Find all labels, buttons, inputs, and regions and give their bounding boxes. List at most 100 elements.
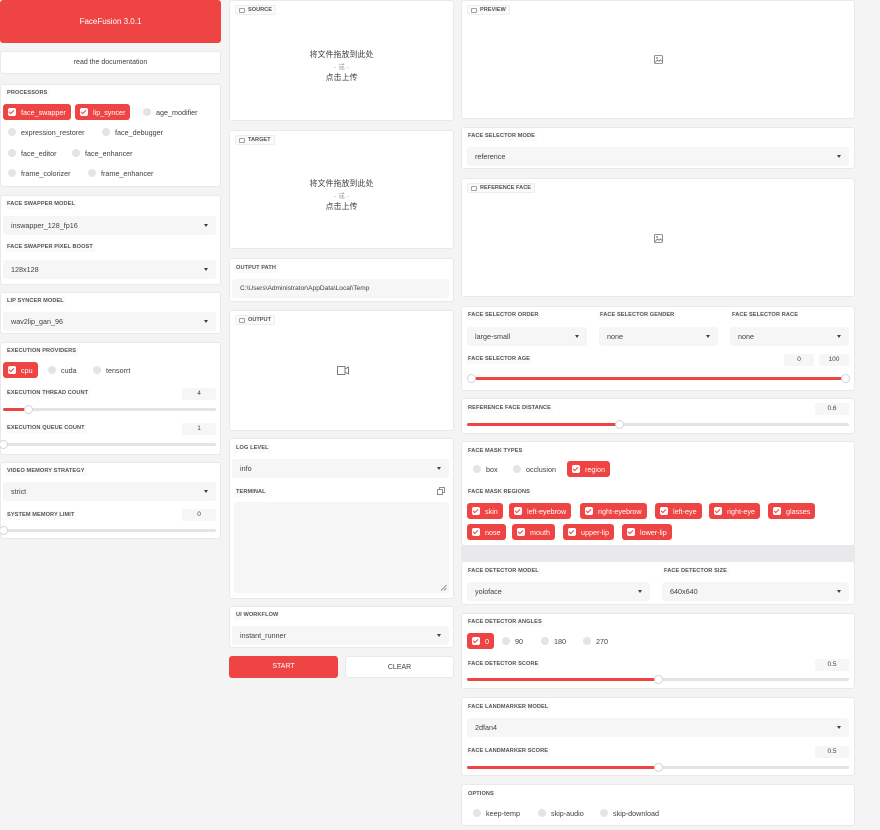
processor-frame-colorizer[interactable]: frame_colorizer (3, 165, 76, 181)
clear-button[interactable]: CLEAR (345, 656, 454, 678)
output-path-panel: OUTPUT PATH C:\Users\Administrator\AppDa… (229, 258, 454, 302)
start-button[interactable]: START (229, 656, 338, 678)
mask-type-occlusion[interactable]: occlusion (508, 461, 561, 477)
mask-region-mouth[interactable]: mouth (512, 524, 555, 540)
processor-face-debugger[interactable]: face_debugger (97, 124, 168, 140)
workflow-select[interactable]: instant_runner (232, 626, 449, 645)
processor-lip-syncer[interactable]: lip_syncer (75, 104, 131, 120)
face-detector-model-select[interactable]: yoloface (467, 582, 650, 601)
slider-fill (467, 766, 658, 769)
slider-thumb-min[interactable] (466, 373, 476, 383)
slider-thumb[interactable] (653, 762, 663, 772)
mask-type-box[interactable]: box (468, 461, 503, 477)
chevron-down-icon (437, 634, 441, 637)
processor-expression-restorer[interactable]: expression_restorer (3, 124, 90, 140)
face-swapper-model-select[interactable]: inswapper_128_fp16 (3, 216, 216, 235)
processor-face-swapper[interactable]: face_swapper (3, 104, 71, 120)
mask-region-upper-lip[interactable]: upper-lip (563, 524, 614, 540)
checkbox-label: 0 (485, 636, 489, 646)
queue-count-slider[interactable] (0, 439, 216, 449)
face-swapper-boost-select[interactable]: 128x128 (3, 260, 216, 279)
detector-angle-0[interactable]: 0 (467, 633, 494, 649)
output-path-input[interactable]: C:\Users\Administrator\AppData\Local\Tem… (232, 279, 449, 298)
face-landmarker-model-select[interactable]: 2dfan4 (467, 718, 849, 737)
docs-link-button[interactable]: read the documentation (0, 51, 221, 74)
terminal-output[interactable] (234, 502, 449, 593)
memory-strategy-select[interactable]: strict (3, 482, 216, 501)
drop-text: 将文件拖放到此处 (309, 179, 374, 188)
option-keep-temp[interactable]: keep-temp (468, 805, 525, 821)
processor-face-editor[interactable]: face_editor (3, 145, 62, 161)
queue-count-input[interactable]: 1 (182, 423, 216, 435)
processors-panel: PROCESSORS face_swapper lip_syncer age_m… (0, 84, 221, 187)
or-text: - 或 - (334, 193, 349, 200)
mask-region-left-eyebrow[interactable]: left-eyebrow (509, 503, 572, 519)
checkbox-icon (660, 507, 668, 515)
option-skip-download[interactable]: skip-download (595, 805, 664, 821)
source-tag: SOURCE (235, 5, 276, 15)
slider-thumb[interactable] (615, 419, 625, 429)
target-upload[interactable]: TARGET 将文件拖放到此处 - 或 - 点击上传 (229, 130, 454, 249)
provider-tensorrt[interactable]: tensorrt (88, 362, 135, 378)
select-value: none (738, 332, 754, 341)
mask-type-region[interactable]: region (567, 461, 610, 477)
face-selector-gender-select[interactable]: none (599, 327, 718, 346)
face-selector-age-label: FACE SELECTOR AGE (466, 355, 532, 364)
mask-region-lower-lip[interactable]: lower-lip (622, 524, 672, 540)
slider-thumb[interactable] (653, 674, 663, 684)
detector-angle-180[interactable]: 180 (536, 633, 571, 649)
provider-cpu[interactable]: cpu (3, 362, 38, 378)
thread-count-slider[interactable] (3, 404, 216, 414)
face-detector-score-input[interactable]: 0.5 (815, 659, 849, 671)
age-min-input[interactable]: 0 (784, 354, 814, 366)
slider-thumb[interactable] (24, 404, 34, 414)
terminal-label: TERMINAL (234, 488, 268, 497)
slider-thumb[interactable] (0, 525, 8, 535)
source-upload[interactable]: SOURCE 将文件拖放到此处 - 或 - 点击上传 (229, 0, 454, 121)
preview-tag: PREVIEW (467, 5, 510, 15)
face-selector-order-select[interactable]: large-small (467, 327, 587, 346)
age-range-slider[interactable] (466, 373, 850, 383)
face-detector-score-slider[interactable] (467, 674, 849, 684)
chevron-down-icon (437, 467, 441, 470)
mask-region-right-eye[interactable]: right-eye (709, 503, 760, 519)
memory-limit-label: SYSTEM MEMORY LIMIT (5, 511, 77, 520)
face-selector-mode-select[interactable]: reference (467, 147, 849, 166)
processor-frame-enhancer[interactable]: frame_enhancer (83, 165, 158, 181)
lip-syncer-model-select[interactable]: wav2lip_gan_96 (3, 312, 216, 331)
mask-region-right-eyebrow[interactable]: right-eyebrow (580, 503, 647, 519)
checkbox-label: skin (485, 506, 498, 516)
memory-limit-slider[interactable] (0, 525, 216, 535)
memory-limit-input[interactable]: 0 (182, 509, 216, 521)
age-max-input[interactable]: 100 (819, 354, 849, 366)
processor-age-modifier[interactable]: age_modifier (138, 104, 203, 120)
detector-angle-270[interactable]: 270 (578, 633, 613, 649)
mask-region-nose[interactable]: nose (467, 524, 506, 540)
log-level-select[interactable]: info (232, 459, 449, 478)
reference-distance-slider[interactable] (467, 419, 849, 429)
checkbox-label: skip-audio (551, 808, 584, 818)
face-swapper-model-label: FACE SWAPPER MODEL (5, 200, 77, 209)
slider-thumb-max[interactable] (840, 373, 850, 383)
reference-face-tag: REFERENCE FACE (467, 183, 535, 193)
face-landmarker-score-input[interactable]: 0.5 (815, 746, 849, 758)
resize-handle-icon[interactable] (440, 584, 447, 591)
select-value: reference (475, 152, 506, 161)
detector-angle-90[interactable]: 90 (497, 633, 528, 649)
checkbox-icon (541, 637, 549, 645)
mask-region-glasses[interactable]: glasses (768, 503, 816, 519)
slider-thumb[interactable] (0, 439, 8, 449)
target-tag: TARGET (235, 135, 275, 145)
processor-face-enhancer[interactable]: face_enhancer (67, 145, 138, 161)
thread-count-input[interactable]: 4 (182, 388, 216, 400)
face-selector-race-select[interactable]: none (730, 327, 849, 346)
reference-distance-input[interactable]: 0.6 (815, 403, 849, 415)
option-skip-audio[interactable]: skip-audio (533, 805, 589, 821)
checkbox-icon (583, 637, 591, 645)
face-detector-size-select[interactable]: 640x640 (662, 582, 849, 601)
mask-region-skin[interactable]: skin (467, 503, 503, 519)
provider-cuda[interactable]: cuda (43, 362, 82, 378)
copy-icon[interactable] (437, 487, 445, 495)
mask-region-left-eye[interactable]: left-eye (655, 503, 702, 519)
face-landmarker-score-slider[interactable] (467, 762, 849, 772)
